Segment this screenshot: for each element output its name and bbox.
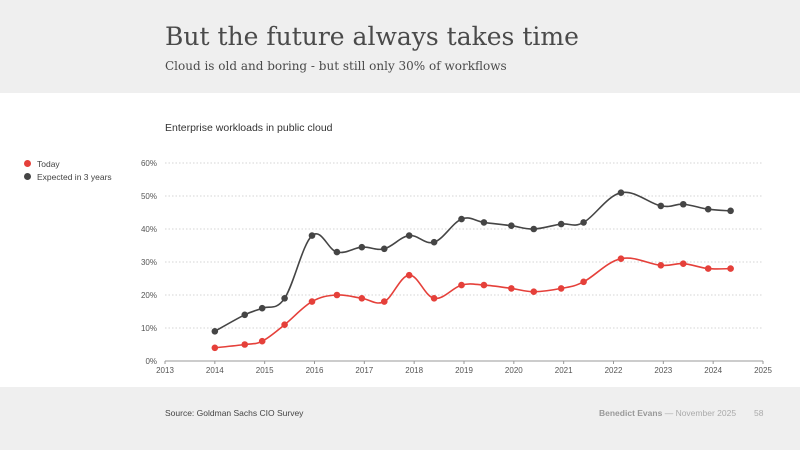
legend: Today Expected in 3 years [24,157,112,183]
y-tick-label: 10% [141,324,157,333]
data-point-today [704,265,712,272]
data-point-expected [358,243,366,251]
separator-dash: — [664,408,674,418]
data-point-expected [557,220,565,228]
data-point-today [679,260,687,267]
y-tick-label: 20% [141,291,157,300]
x-tick-label: 2017 [355,366,373,375]
data-point-today [333,291,341,299]
data-point-expected [679,200,687,208]
legend-label-expected: Expected in 3 years [37,171,112,182]
y-tick-label: 60% [141,159,157,168]
x-tick-label: 2025 [754,366,772,375]
data-point-expected [657,202,665,210]
data-point-expected [405,232,413,239]
data-point-expected [617,189,625,196]
data-point-expected [241,311,249,319]
data-point-expected [458,215,465,223]
x-tick-label: 2019 [455,366,473,375]
data-point-expected [211,328,219,335]
x-tick-label: 2015 [256,366,274,375]
data-point-today [211,344,219,352]
author-credit: Benedict Evans — November 2025 [599,408,736,418]
chart-title: Enterprise workloads in public cloud [165,122,333,134]
data-point-today [617,255,625,262]
x-tick-label: 2024 [704,366,722,375]
data-point-expected [281,295,288,302]
data-point-expected [258,304,266,312]
x-tick-label: 2014 [206,366,224,375]
legend-item-today: Today [24,157,112,170]
data-point-expected [480,219,488,226]
slide-title: But the future always takes time [165,22,579,51]
y-tick-label: 50% [141,192,157,201]
date-label: November 2025 [675,408,737,418]
page-number: 58 [754,408,764,418]
data-point-today [530,288,538,296]
data-point-today [480,281,488,289]
data-point-today [657,262,665,269]
y-tick-label: 40% [141,225,157,234]
data-point-expected [430,238,438,246]
data-point-today [458,281,465,289]
x-tick-label: 2020 [505,366,523,375]
series-line-today [214,257,731,349]
y-tick-label: 0% [145,357,157,366]
x-tick-label: 2018 [405,366,423,375]
data-point-expected [508,222,515,229]
x-tick-label: 2022 [605,366,623,375]
data-point-expected [308,232,316,239]
data-point-today [508,285,515,292]
data-point-expected [530,225,538,233]
source-note: Source: Goldman Sachs CIO Survey [165,408,304,418]
data-point-today [258,337,266,345]
legend-marker-expected [24,173,31,180]
slide-subtitle: Cloud is old and boring - but still only… [165,59,507,73]
x-tick-label: 2016 [306,366,324,375]
data-point-today [380,298,388,305]
legend-item-expected: Expected in 3 years [24,170,112,183]
header-band: But the future always takes time Cloud i… [0,0,800,93]
author-name: Benedict Evans [599,408,663,418]
legend-label-today: Today [37,158,60,169]
data-point-expected [727,207,734,215]
data-point-today [281,321,288,329]
data-point-today [405,271,413,279]
data-point-today [241,341,249,348]
data-point-today [308,298,316,305]
data-point-expected [380,245,388,253]
data-point-today [580,278,587,286]
x-tick-label: 2013 [156,366,174,375]
x-tick-label: 2021 [555,366,573,375]
legend-marker-today [24,160,31,167]
data-point-expected [704,205,712,213]
data-point-today [358,295,366,302]
y-tick-label: 30% [141,258,157,267]
data-point-expected [333,248,341,256]
x-tick-label: 2023 [654,366,672,375]
data-point-today [557,285,565,292]
data-point-expected [580,219,587,226]
data-point-today [727,265,734,272]
footer-band: Source: Goldman Sachs CIO Survey Benedic… [0,387,800,450]
data-point-today [430,295,438,302]
